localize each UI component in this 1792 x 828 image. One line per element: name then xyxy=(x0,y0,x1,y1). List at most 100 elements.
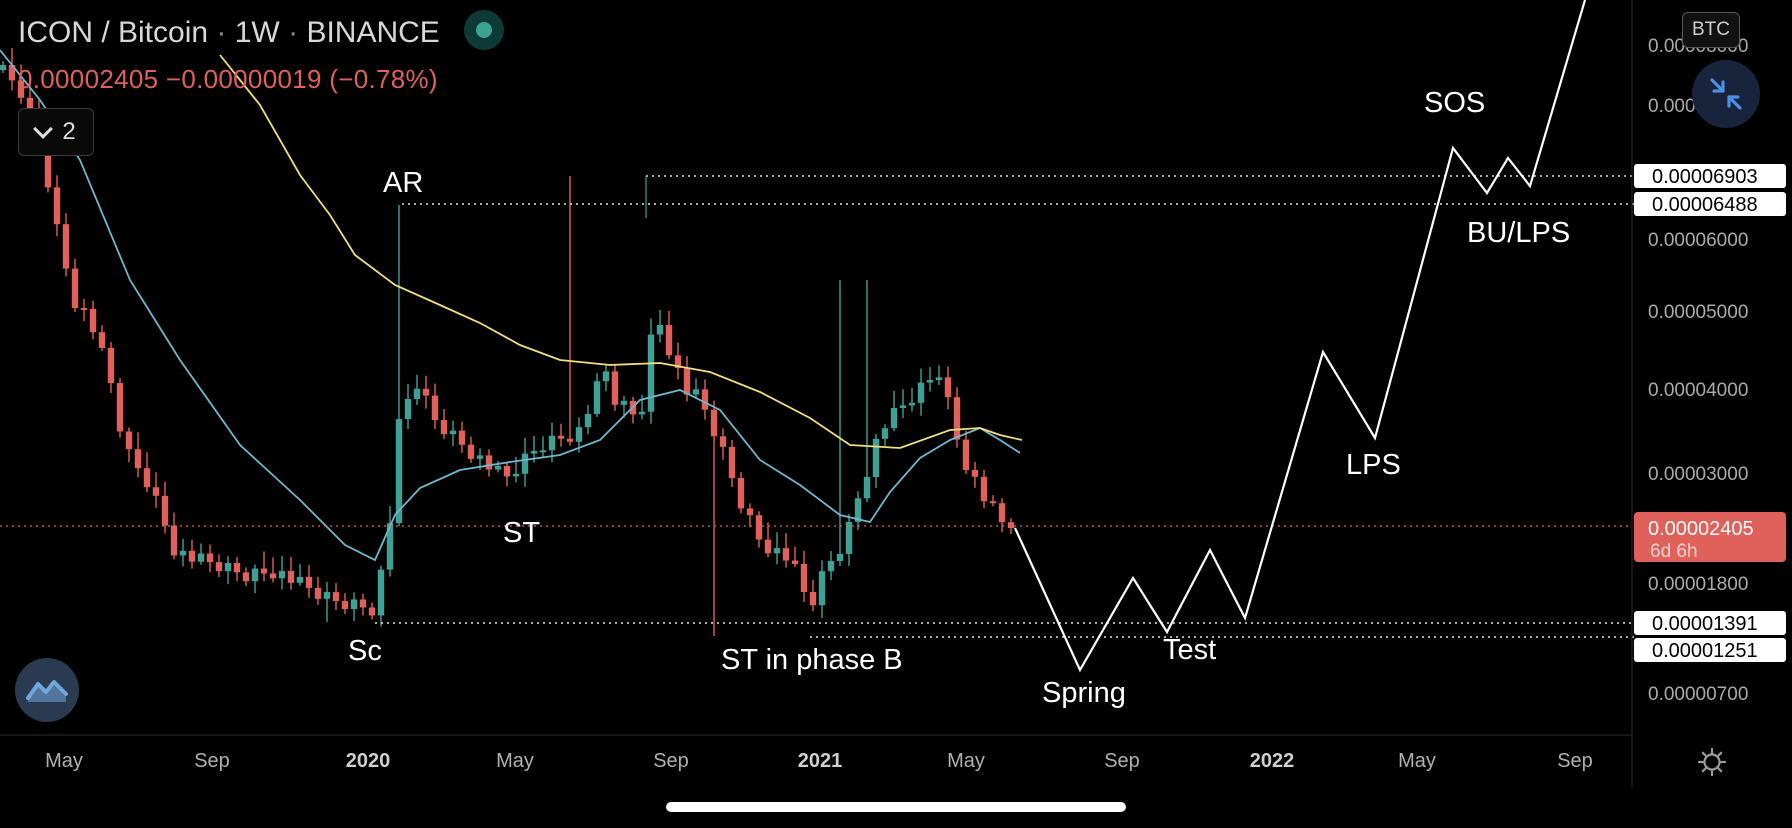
candle-body xyxy=(260,568,268,574)
candle-body xyxy=(107,348,115,384)
candle-body xyxy=(575,427,583,442)
key-level-lines xyxy=(0,175,1634,638)
candle-body xyxy=(80,308,88,310)
candle-body xyxy=(0,65,7,70)
candle-body xyxy=(566,438,574,442)
candle-body xyxy=(413,388,421,399)
candle-body xyxy=(683,368,691,395)
candle-body xyxy=(395,419,403,524)
candle-body xyxy=(170,525,178,556)
candle-body xyxy=(287,571,295,583)
projection-path xyxy=(1013,0,1587,673)
price-label-box xyxy=(1634,611,1786,635)
time-axis-tick: Sep xyxy=(1104,750,1140,772)
header-separator: · xyxy=(288,15,299,49)
annotation-bu-lps: BU/LPS xyxy=(1467,217,1570,249)
bar-countdown-label: 6d 6h xyxy=(1650,541,1698,562)
candle-body xyxy=(512,473,520,477)
time-axis-tick: May xyxy=(45,750,83,772)
candle-body xyxy=(917,382,925,403)
candle-body xyxy=(224,562,232,572)
candle-body xyxy=(521,453,529,474)
indicator-count: 2 xyxy=(62,118,76,145)
candle-body xyxy=(593,381,601,414)
candle-body xyxy=(926,380,934,383)
settings-button[interactable] xyxy=(1692,742,1732,782)
candle-body xyxy=(953,397,961,440)
candle-body xyxy=(881,428,889,439)
candle-body xyxy=(206,553,214,563)
symbol-header[interactable]: ICON / Bitcoin · 1W · BINANCE xyxy=(18,10,505,54)
candle-body xyxy=(656,324,664,335)
price-axis-tick: 0.00006000 xyxy=(1648,230,1748,251)
header-separator: · xyxy=(216,15,227,49)
time-axis-tick: Sep xyxy=(194,750,230,772)
time-axis[interactable]: May Sep 2020 May Sep 2021 May Sep 2022 M… xyxy=(45,750,1593,772)
chart-logo-button[interactable] xyxy=(15,658,79,722)
candle-body xyxy=(350,599,358,610)
time-axis-tick: May xyxy=(947,750,985,772)
price-axis-tick: 0.00001800 xyxy=(1648,574,1748,595)
tradingview-logo-icon xyxy=(26,680,68,702)
status-dot-icon xyxy=(464,10,505,50)
price-axis-tick: 0.00004000 xyxy=(1648,380,1748,401)
candle-body xyxy=(584,414,592,428)
candle-body xyxy=(530,451,538,454)
time-axis-tick: 2020 xyxy=(346,750,391,772)
candle-body xyxy=(197,553,205,562)
candle-body xyxy=(161,495,169,526)
time-axis-tick: May xyxy=(1398,750,1436,772)
candle-body xyxy=(710,409,718,437)
currency-badge[interactable]: BTC xyxy=(1682,12,1740,48)
candle-body xyxy=(692,389,700,395)
candle-body xyxy=(26,97,34,114)
candle-body xyxy=(737,478,745,509)
candle-body xyxy=(908,402,916,406)
price-label: 0.00001391 xyxy=(1652,613,1758,635)
candle-body xyxy=(476,455,484,459)
candle-body xyxy=(242,572,250,582)
price-axis-tick: 0.00000700 xyxy=(1648,684,1748,705)
annotation-sc: Sc xyxy=(348,635,382,667)
candle-body xyxy=(557,435,565,439)
candle-body xyxy=(152,487,160,496)
home-indicator[interactable] xyxy=(666,802,1126,812)
chart-annotations: AR ST Sc ST in phase B Spring Test LPS S… xyxy=(348,87,1570,709)
price-label-box xyxy=(1634,164,1786,188)
candle-body xyxy=(440,420,448,435)
candle-body xyxy=(773,548,781,554)
annotation-sos: SOS xyxy=(1424,87,1485,119)
projection-line xyxy=(1013,0,1587,673)
candle-body xyxy=(836,553,844,561)
indicators-toggle-button[interactable]: 2 xyxy=(18,108,94,156)
candle-body xyxy=(359,599,367,608)
candle-body xyxy=(1007,522,1015,528)
time-axis-tick: Sep xyxy=(1557,750,1593,772)
candle-body xyxy=(215,562,223,572)
candle-body xyxy=(854,498,862,522)
candle-body xyxy=(314,587,322,599)
candle-body xyxy=(764,539,772,554)
candle-body xyxy=(890,408,898,429)
collapse-button[interactable] xyxy=(1692,60,1760,128)
moving-average-fast-line xyxy=(0,49,1021,562)
candle-body xyxy=(431,395,439,420)
candle-body xyxy=(8,65,16,81)
gear-icon xyxy=(1697,747,1727,777)
candle-body xyxy=(980,476,988,502)
annotation-lps: LPS xyxy=(1346,449,1401,481)
chevron-down-icon xyxy=(33,119,54,139)
candle-body xyxy=(899,405,907,408)
candle-body xyxy=(332,592,340,602)
candle-body xyxy=(746,508,754,516)
price-label: 0.00006903 xyxy=(1652,166,1758,188)
price-label-box xyxy=(1634,192,1786,216)
candle-body xyxy=(179,550,187,556)
interval-label: 1W xyxy=(234,15,280,49)
candle-body xyxy=(323,592,331,599)
candle-body xyxy=(467,444,475,459)
annotation-ar: AR xyxy=(383,167,423,199)
candle-body xyxy=(863,477,871,499)
